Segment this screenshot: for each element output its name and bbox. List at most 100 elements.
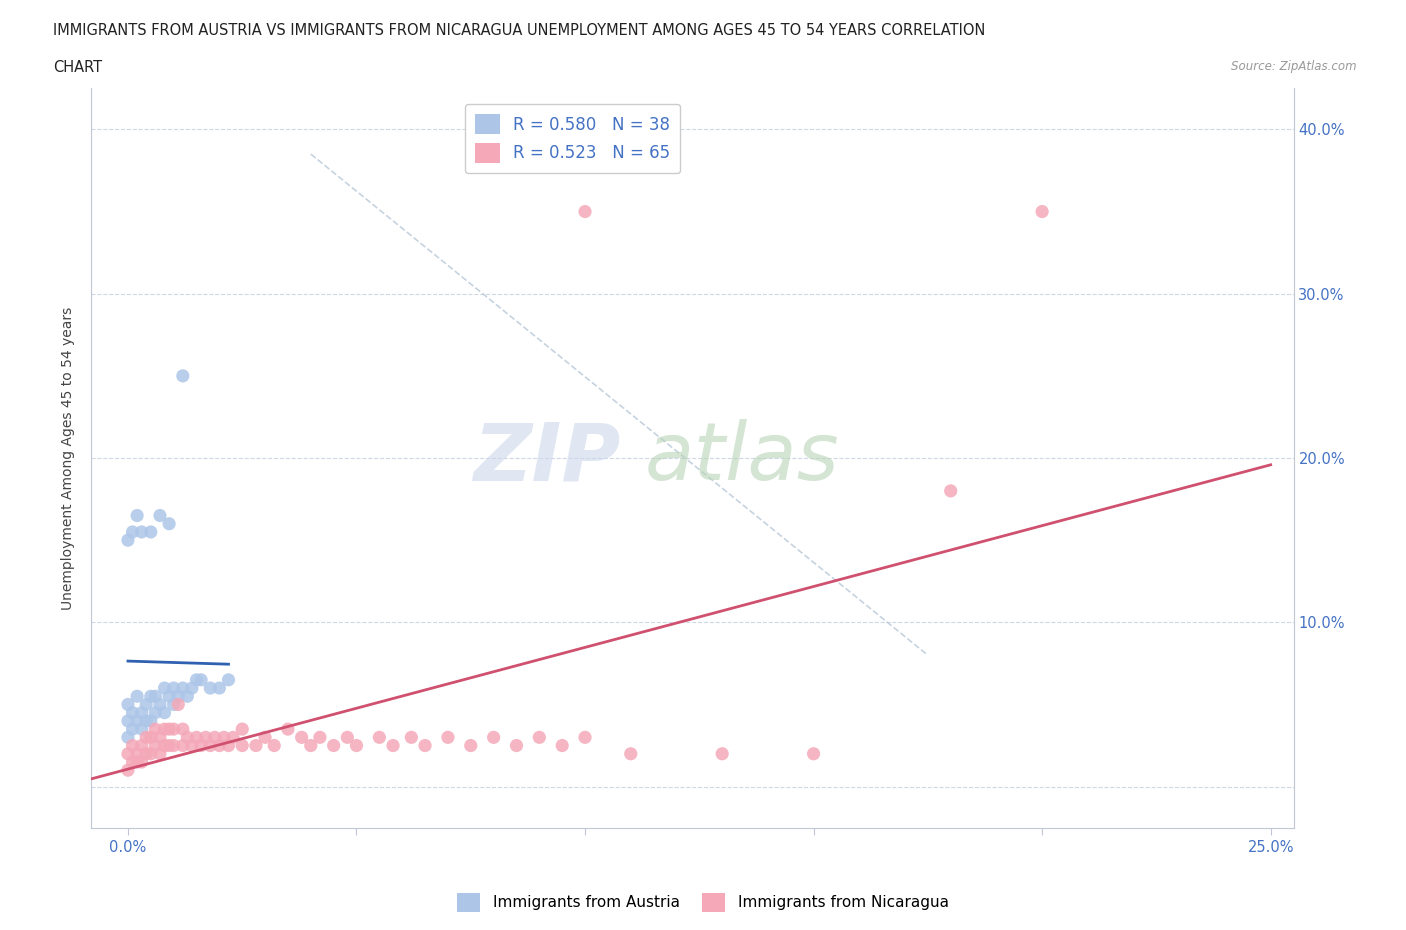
Point	[263, 738, 285, 753]
Point	[176, 730, 198, 745]
Point	[231, 722, 253, 737]
Point	[172, 368, 194, 383]
Point	[208, 738, 231, 753]
Point	[121, 705, 143, 720]
Point	[346, 738, 368, 753]
Point	[194, 730, 217, 745]
Point	[149, 508, 172, 523]
Point	[368, 730, 391, 745]
Point	[121, 738, 143, 753]
Point	[291, 730, 314, 745]
Point	[336, 730, 359, 745]
Point	[157, 722, 180, 737]
Text: atlas: atlas	[644, 419, 839, 497]
Point	[382, 738, 405, 753]
Point	[139, 746, 162, 761]
Point	[167, 689, 190, 704]
Point	[127, 689, 149, 704]
Point	[117, 533, 139, 548]
Point	[163, 698, 186, 712]
Point	[803, 746, 825, 761]
Point	[200, 681, 222, 696]
Y-axis label: Unemployment Among Ages 45 to 54 years: Unemployment Among Ages 45 to 54 years	[62, 306, 76, 610]
Point	[254, 730, 277, 745]
Point	[131, 525, 153, 539]
Point	[218, 672, 240, 687]
Point	[939, 484, 962, 498]
Point	[200, 738, 222, 753]
Point	[190, 738, 212, 753]
Point	[121, 722, 143, 737]
Point	[157, 689, 180, 704]
Text: CHART: CHART	[53, 60, 103, 75]
Point	[135, 746, 157, 761]
Point	[186, 730, 208, 745]
Point	[127, 754, 149, 769]
Point	[139, 689, 162, 704]
Point	[245, 738, 267, 753]
Point	[711, 746, 734, 761]
Point	[299, 738, 322, 753]
Point	[163, 738, 186, 753]
Point	[620, 746, 643, 761]
Point	[121, 754, 143, 769]
Point	[135, 698, 157, 712]
Point	[135, 713, 157, 728]
Point	[212, 730, 235, 745]
Point	[204, 730, 226, 745]
Point	[117, 763, 139, 777]
Point	[172, 681, 194, 696]
Point	[167, 698, 190, 712]
Point	[309, 730, 332, 745]
Legend: R = 0.580   N = 38, R = 0.523   N = 65: R = 0.580 N = 38, R = 0.523 N = 65	[464, 104, 681, 173]
Point	[127, 713, 149, 728]
Point	[186, 672, 208, 687]
Point	[401, 730, 423, 745]
Point	[551, 738, 574, 753]
Point	[127, 746, 149, 761]
Point	[131, 705, 153, 720]
Point	[139, 525, 162, 539]
Point	[149, 746, 172, 761]
Point	[163, 681, 186, 696]
Point	[157, 516, 180, 531]
Point	[1031, 205, 1053, 219]
Point	[222, 730, 245, 745]
Point	[574, 730, 596, 745]
Point	[574, 205, 596, 219]
Point	[117, 713, 139, 728]
Point	[139, 713, 162, 728]
Point	[208, 681, 231, 696]
Point	[181, 681, 204, 696]
Point	[437, 730, 460, 745]
Point	[153, 738, 176, 753]
Point	[131, 754, 153, 769]
Text: Source: ZipAtlas.com: Source: ZipAtlas.com	[1232, 60, 1357, 73]
Point	[153, 722, 176, 737]
Text: IMMIGRANTS FROM AUSTRIA VS IMMIGRANTS FROM NICARAGUA UNEMPLOYMENT AMONG AGES 45 : IMMIGRANTS FROM AUSTRIA VS IMMIGRANTS FR…	[53, 23, 986, 38]
Point	[117, 746, 139, 761]
Point	[172, 722, 194, 737]
Point	[181, 738, 204, 753]
Point	[529, 730, 551, 745]
Point	[139, 730, 162, 745]
Point	[322, 738, 344, 753]
Point	[153, 681, 176, 696]
Point	[145, 722, 167, 737]
Point	[218, 738, 240, 753]
Point	[157, 738, 180, 753]
Point	[127, 508, 149, 523]
Point	[117, 730, 139, 745]
Legend: Immigrants from Austria, Immigrants from Nicaragua: Immigrants from Austria, Immigrants from…	[451, 887, 955, 918]
Text: ZIP: ZIP	[472, 419, 620, 497]
Point	[149, 698, 172, 712]
Point	[145, 705, 167, 720]
Point	[231, 738, 253, 753]
Point	[149, 730, 172, 745]
Point	[482, 730, 505, 745]
Point	[176, 689, 198, 704]
Point	[121, 525, 143, 539]
Point	[163, 722, 186, 737]
Point	[117, 698, 139, 712]
Point	[131, 738, 153, 753]
